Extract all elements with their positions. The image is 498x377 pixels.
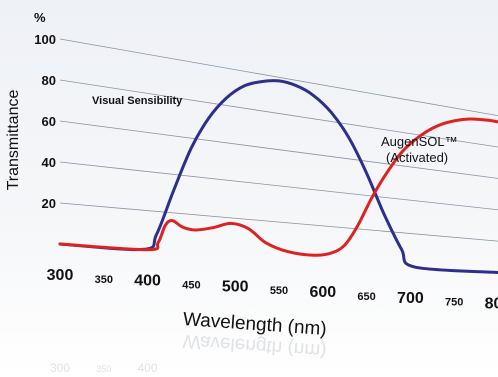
x-tick-label: 700 (397, 290, 424, 307)
y-axis-label: Transmittance (5, 90, 22, 191)
series-label-visual-sensibility: Visual Sensibility (92, 95, 183, 107)
y-tick-label: 40 (42, 155, 56, 170)
x-tick-label: 300 (47, 267, 74, 284)
x-tick-label: 350 (95, 274, 113, 286)
x-tick-labels: 300 350 400 450 500 550 600 650 700 750 800 300 350 4… (47, 267, 498, 375)
x-tick-label: 550 (270, 285, 288, 297)
y-tick-label: 60 (42, 114, 56, 129)
x-tick-label: 800 (485, 295, 498, 312)
gridline (59, 38, 498, 117)
gridline (59, 79, 498, 148)
series-lines (58, 79, 498, 274)
gridline (59, 202, 498, 242)
gridline (59, 161, 498, 211)
y-tick-label: 20 (42, 196, 56, 211)
y-tick-label: 80 (42, 73, 56, 88)
x-tick-label-reflection: 400 (138, 361, 158, 375)
x-tick-label: 600 (309, 284, 336, 301)
visual-sensibility-line (58, 79, 498, 274)
x-tick-label: 500 (222, 278, 249, 295)
y-tick-labels: 20 40 60 80 100 (34, 32, 56, 211)
grid (59, 38, 498, 242)
y-unit-label: % (34, 10, 46, 25)
y-tick-label: 100 (34, 32, 56, 47)
augensol-line (58, 117, 498, 257)
x-tick-label-reflection: 300 (50, 361, 70, 375)
x-tick-label: 650 (357, 291, 375, 303)
gridline (59, 120, 498, 179)
x-tick-label: 450 (182, 280, 200, 292)
x-tick-label: 750 (445, 297, 463, 309)
x-tick-label-reflection: 350 (96, 364, 111, 374)
series-label-augensol-activated: (Activated) (386, 150, 448, 165)
x-tick-label: 400 (134, 273, 161, 290)
series-label-augensol: AugenSOL™ (381, 134, 458, 149)
